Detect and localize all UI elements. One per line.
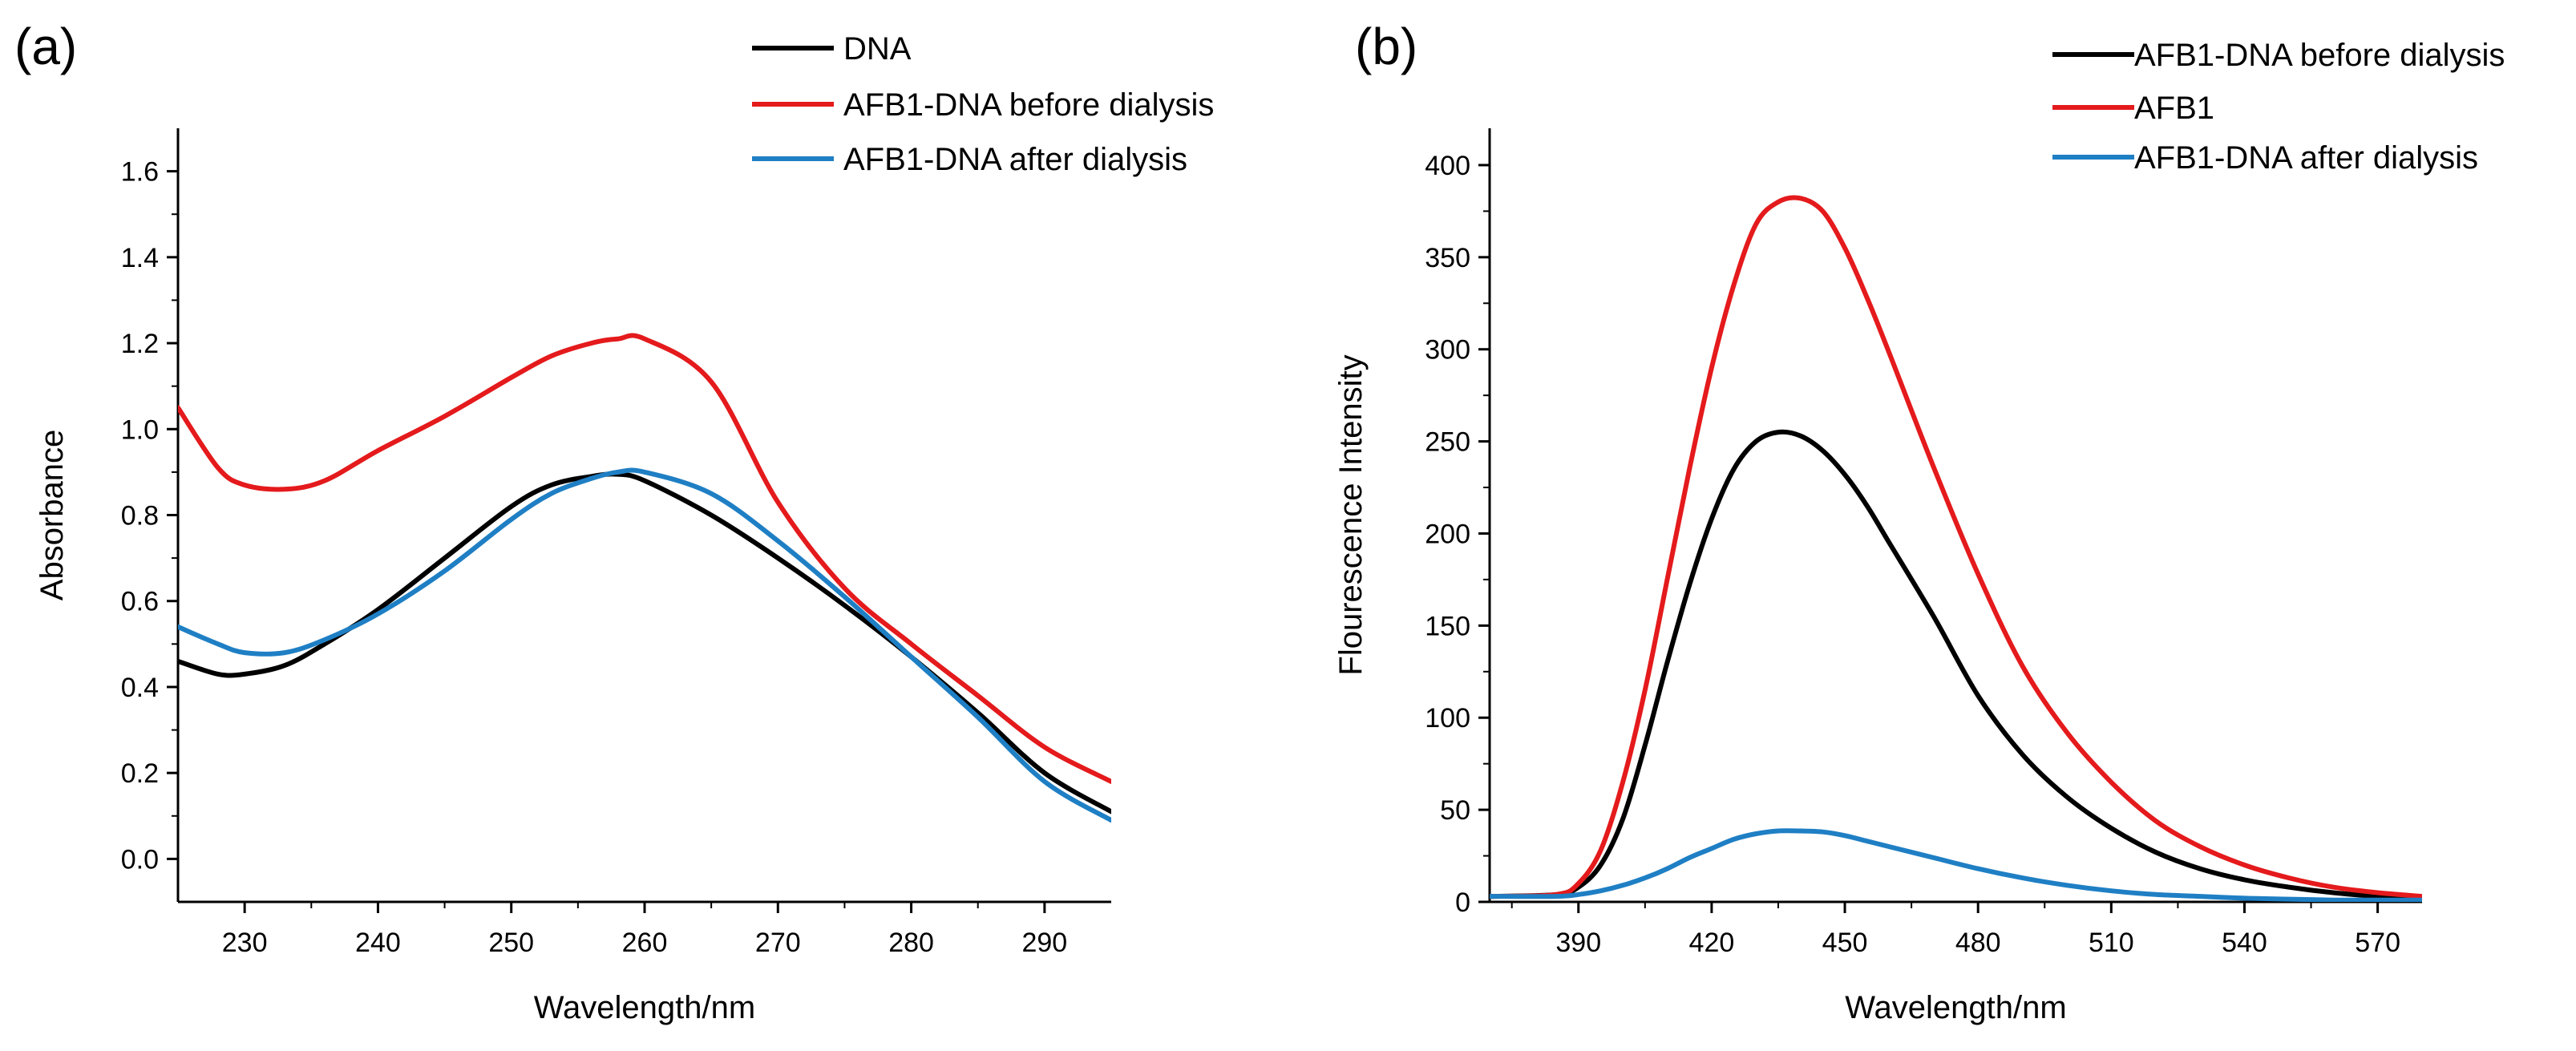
x-axis-title: Wavelength/nm: [1845, 990, 2066, 1025]
y-tick-label: 400: [1425, 151, 1470, 181]
x-tick-label: 540: [2222, 928, 2267, 958]
y-tick-label: 1.6: [121, 157, 159, 188]
x-tick-label: 510: [2089, 928, 2134, 958]
series-line-afb1: [1490, 195, 2422, 899]
panel-label: (b): [1355, 18, 1417, 75]
y-tick-label: 0.0: [121, 844, 159, 875]
x-tick-label: 250: [488, 928, 534, 958]
y-tick-label: 150: [1425, 611, 1470, 641]
y-tick-label: 0.6: [121, 587, 159, 617]
x-tick-label: 270: [755, 928, 801, 958]
y-tick-label: 100: [1425, 703, 1470, 734]
series-line-afb1-dna-before-dialysis: [1490, 429, 2422, 901]
x-tick-label: 230: [222, 928, 268, 958]
x-tick-label: 290: [1021, 928, 1067, 958]
y-tick-label: 0: [1455, 887, 1470, 918]
panel-label: (a): [14, 18, 77, 75]
x-axis-title: Wavelength/nm: [534, 990, 755, 1025]
legend-label: DNA: [843, 31, 912, 67]
y-tick-label: 50: [1440, 795, 1470, 826]
legend-label: AFB1-DNA after dialysis: [2134, 140, 2478, 176]
x-tick-label: 260: [622, 928, 668, 958]
x-tick-label: 450: [1822, 928, 1868, 958]
x-tick-label: 570: [2355, 928, 2400, 958]
y-tick-label: 250: [1425, 427, 1470, 458]
x-tick-label: 420: [1689, 928, 1735, 958]
chart-panel-b: (b) 0 50 100 150 200 250 300 350 400 390 420 450 480 5…: [1333, 18, 2505, 1025]
legend-label: AFB1-DNA before dialysis: [2134, 38, 2505, 73]
x-tick-label: 280: [888, 928, 934, 958]
y-axis-title: Absorbance: [34, 430, 70, 600]
y-tick-label: 0.2: [121, 758, 159, 789]
legend-label: AFB1: [2134, 91, 2214, 126]
y-tick-label: 1.2: [121, 329, 159, 359]
series-line-afb1-dna-after-dialysis: [178, 467, 1111, 823]
legend-label: AFB1-DNA after dialysis: [843, 142, 1187, 177]
y-tick-label: 1.4: [121, 243, 159, 273]
legend-label: AFB1-DNA before dialysis: [843, 87, 1214, 123]
y-tick-label: 350: [1425, 243, 1470, 273]
y-axis-title: Flourescence Intensity: [1333, 354, 1369, 675]
series-line-afb1-dna-after-dialysis: [1490, 828, 2422, 902]
series-line-afb1-dna-before-dialysis: [178, 333, 1111, 784]
y-tick-label: 1.0: [121, 414, 159, 445]
chart-panel-a: (a) 0.0 0.2 0.4 0.6 0.8 1.0 1.2 1.4 1.6 230 240 250 2…: [14, 18, 1214, 1025]
x-tick-label: 390: [1555, 928, 1601, 958]
y-tick-label: 200: [1425, 519, 1470, 549]
y-tick-label: 300: [1425, 335, 1470, 366]
y-tick-label: 0.4: [121, 673, 159, 703]
x-tick-label: 240: [355, 928, 401, 958]
y-tick-label: 0.8: [121, 501, 159, 532]
x-tick-label: 480: [1955, 928, 2001, 958]
